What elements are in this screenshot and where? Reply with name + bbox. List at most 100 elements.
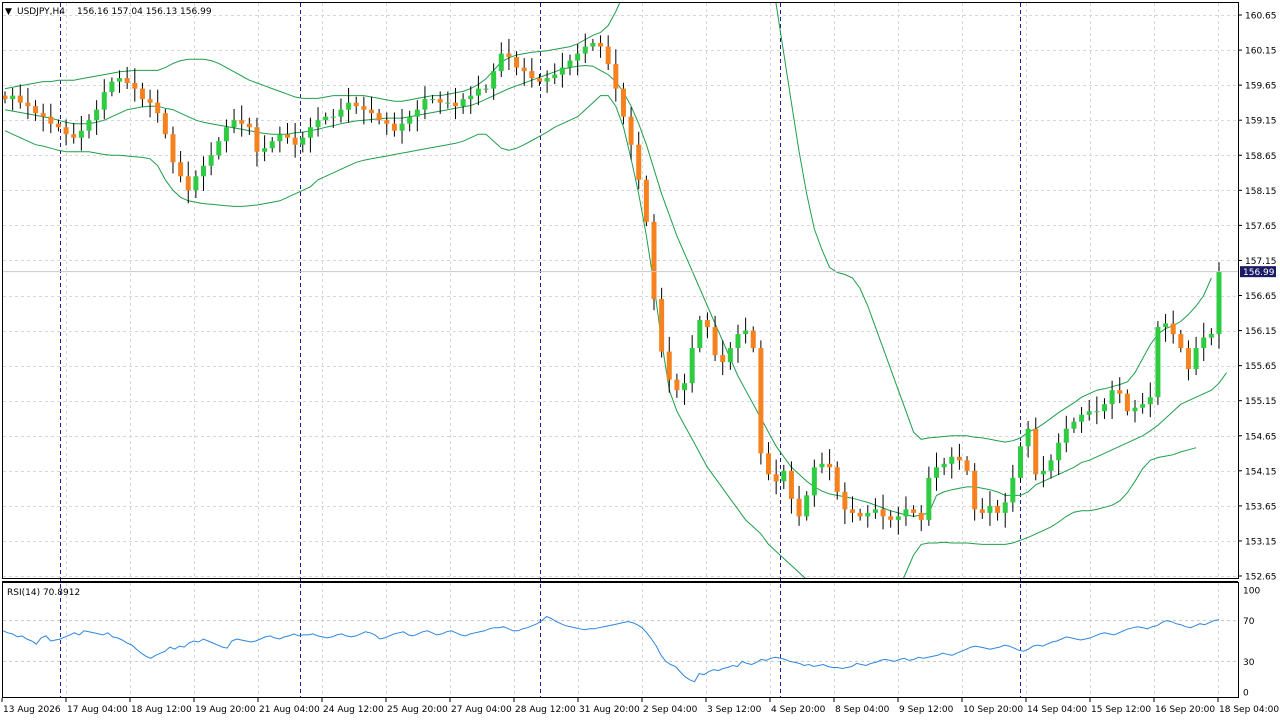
bear-candle-body xyxy=(850,509,856,513)
candle xyxy=(735,324,741,363)
bear-candle-body xyxy=(529,71,535,79)
bull-candle-body xyxy=(330,116,336,118)
candle xyxy=(353,96,359,114)
price-tick-label: 159.15 xyxy=(1245,117,1277,127)
time-tick-label: 10 Sep 20:00 xyxy=(963,705,1023,715)
candle xyxy=(674,373,680,398)
bear-candle-body xyxy=(636,144,642,180)
candle xyxy=(1101,398,1107,419)
bear-candle-body xyxy=(911,509,917,513)
candle xyxy=(521,58,527,86)
rsi-axis-label: 100 xyxy=(1243,587,1260,597)
candle xyxy=(1147,382,1153,418)
candle xyxy=(1185,340,1191,381)
candle xyxy=(178,151,184,183)
bull-candle-body xyxy=(567,60,573,68)
candle xyxy=(972,463,978,521)
candle xyxy=(475,75,481,106)
bull-candle-body xyxy=(414,109,420,117)
candle xyxy=(872,498,878,519)
candle xyxy=(842,482,848,525)
bull-candle-body xyxy=(10,95,16,100)
bear-candle-body xyxy=(285,134,291,138)
bear-candle-body xyxy=(155,102,161,114)
candle xyxy=(567,54,573,76)
candle xyxy=(850,496,856,523)
lower-band xyxy=(4,95,1197,578)
candle xyxy=(987,491,993,526)
bear-candle-body xyxy=(972,470,978,510)
bear-candle-body xyxy=(888,516,894,520)
bear-candle-body xyxy=(956,456,962,461)
candle xyxy=(407,110,413,132)
candle xyxy=(979,498,985,519)
bear-candle-body xyxy=(48,116,54,124)
bear-candle-body xyxy=(521,67,527,72)
bull-candle-body xyxy=(315,120,321,128)
upper-band xyxy=(4,3,1212,443)
rsi-header: RSI(14) 70.8912 xyxy=(7,588,80,598)
bull-candle-body xyxy=(727,348,733,363)
bear-candle-body xyxy=(1178,334,1184,349)
candle xyxy=(307,117,313,153)
time-tick-label: 9 Sep 12:00 xyxy=(899,705,954,715)
price-tick-label: 159.65 xyxy=(1245,82,1277,92)
bull-candle-body xyxy=(1002,502,1008,513)
candle xyxy=(605,35,611,71)
bull-candle-body xyxy=(399,123,405,131)
bull-candle-body xyxy=(430,99,436,101)
main-panel-frame xyxy=(2,2,1239,579)
bear-candle-body xyxy=(712,327,718,356)
price-tick-label: 160.65 xyxy=(1245,12,1277,22)
time-tick-label: 14 Sep 04:00 xyxy=(1027,705,1087,715)
candle xyxy=(117,70,123,93)
candle xyxy=(40,103,46,132)
bull-candle-body xyxy=(346,102,352,110)
bear-candle-body xyxy=(758,348,764,454)
candle xyxy=(246,117,252,135)
bull-candle-body xyxy=(109,81,115,93)
bull-candle-body xyxy=(468,95,474,100)
candle xyxy=(666,336,672,393)
candle xyxy=(185,161,191,204)
bear-candle-body xyxy=(33,106,39,114)
bull-candle-body xyxy=(491,71,497,89)
price-tick-label: 154.65 xyxy=(1245,432,1277,442)
price-tick-label: 152.65 xyxy=(1245,573,1277,583)
price-tick-label: 160.15 xyxy=(1245,47,1277,57)
bear-candle-body xyxy=(2,95,8,100)
price-tick-label: 157.65 xyxy=(1245,222,1277,232)
candle xyxy=(933,452,939,491)
candle xyxy=(86,114,92,139)
candle xyxy=(834,461,840,500)
bull-candle-body xyxy=(811,467,817,496)
candle xyxy=(132,68,138,102)
menu-arrow-icon[interactable]: ▼ xyxy=(5,7,12,17)
bull-candle-body xyxy=(460,99,466,107)
candle xyxy=(368,96,374,123)
bear-candle-body xyxy=(132,83,138,89)
current-price-badge-label: 156.99 xyxy=(1243,268,1275,278)
bear-candle-body xyxy=(239,120,245,124)
bull-candle-body xyxy=(193,176,199,191)
candle xyxy=(506,38,512,71)
candle xyxy=(315,107,321,137)
candle xyxy=(682,373,688,405)
bear-candle-body xyxy=(162,113,168,135)
candle xyxy=(788,461,794,514)
candle xyxy=(697,315,703,353)
bear-candle-body xyxy=(674,379,680,391)
candle xyxy=(712,315,718,362)
price-tick-label: 154.15 xyxy=(1245,467,1277,477)
bull-candle-body xyxy=(1056,442,1062,461)
candle xyxy=(124,66,130,89)
bear-candle-body xyxy=(834,467,840,492)
candle xyxy=(1025,421,1031,458)
candle xyxy=(727,342,733,370)
candle xyxy=(1132,399,1138,423)
rsi-line xyxy=(2,615,1220,683)
candle xyxy=(1094,396,1100,425)
price-tick-label: 158.65 xyxy=(1245,152,1277,162)
bear-candle-body xyxy=(880,509,886,517)
